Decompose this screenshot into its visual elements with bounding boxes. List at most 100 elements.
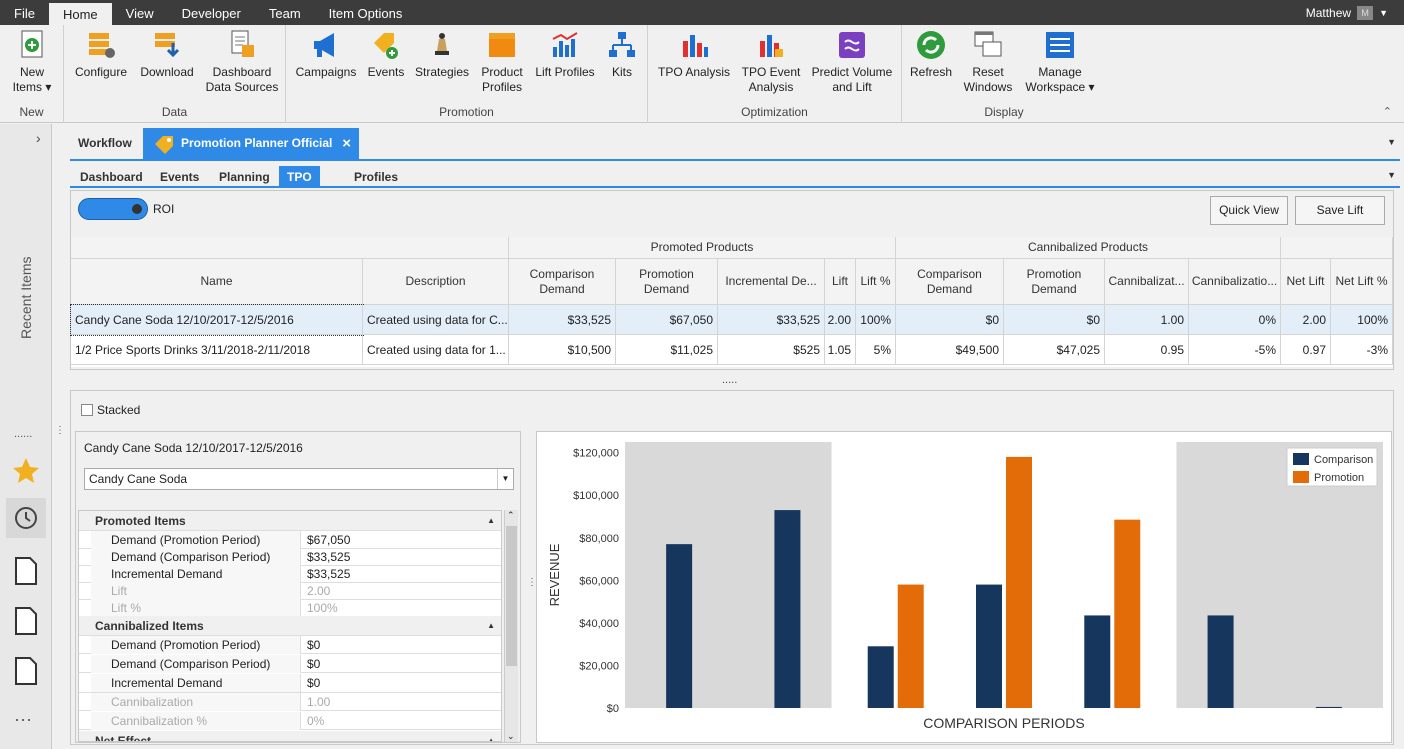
events-button[interactable]: Events	[364, 29, 408, 80]
history-icon[interactable]	[6, 498, 46, 538]
more-icon[interactable]: ···	[14, 709, 32, 729]
table-cell[interactable]: $33,525	[718, 305, 825, 335]
panel-splitter[interactable]: .....	[722, 374, 738, 386]
table-cell[interactable]: 0%	[1189, 305, 1281, 335]
download-button[interactable]: Download	[136, 29, 198, 80]
table-cell[interactable]: 0.97	[1281, 335, 1331, 365]
splitter-handle[interactable]: ⋮	[527, 577, 537, 588]
column-header[interactable]: Cannibalizat...	[1105, 259, 1189, 305]
configure-button[interactable]: Configure	[72, 29, 130, 80]
menu-file[interactable]: File	[14, 6, 35, 21]
property-row[interactable]: Incremental Demand $33,525	[79, 565, 501, 583]
property-value[interactable]: 100%	[307, 601, 338, 615]
table-cell[interactable]: $47,025	[1004, 335, 1105, 365]
document-icon[interactable]	[6, 601, 46, 641]
property-value[interactable]: $0	[307, 638, 321, 652]
expand-icon[interactable]: ›	[36, 130, 41, 146]
column-header[interactable]: Promotion Demand	[1004, 259, 1105, 305]
table-cell[interactable]: $33,525	[509, 305, 616, 335]
subtab-profiles[interactable]: Profiles	[354, 170, 399, 184]
scroll-down-icon[interactable]: ⌄	[507, 731, 515, 741]
manage-workspace-button[interactable]: Manage Workspace ▾	[1022, 29, 1098, 95]
table-cell[interactable]: Created using data for 1...	[363, 335, 509, 365]
quick-view-button[interactable]: Quick View	[1210, 196, 1288, 225]
table-cell[interactable]: Candy Cane Soda 12/10/2017-12/5/2016	[70, 304, 364, 336]
tabs-dropdown-icon[interactable]: ▼	[1387, 137, 1396, 147]
collapse-ribbon-icon[interactable]: ⌃	[1382, 106, 1392, 118]
column-header[interactable]: Promotion Demand	[616, 259, 718, 305]
chevron-down-icon[interactable]: ▼	[497, 469, 513, 489]
tpo-event-analysis-button[interactable]: TPO Event Analysis	[736, 29, 806, 95]
star-icon[interactable]	[6, 451, 46, 491]
predict-volume-button[interactable]: Predict Volume and Lift	[808, 29, 896, 95]
property-value[interactable]: 2.00	[307, 584, 331, 598]
kits-button[interactable]: Kits	[604, 29, 640, 80]
refresh-button[interactable]: Refresh	[908, 29, 954, 80]
reset-windows-button[interactable]: Reset Windows	[960, 29, 1016, 95]
column-header[interactable]: Net Lift	[1281, 259, 1331, 305]
collapse-caret-icon[interactable]: ▲	[487, 516, 495, 525]
splitter-handle[interactable]: ⋮	[55, 425, 65, 436]
menu-item-options[interactable]: Item Options	[328, 6, 403, 21]
property-row[interactable]: Demand (Comparison Period) $33,525	[79, 548, 501, 566]
table-cell[interactable]: 1.05	[825, 335, 856, 365]
column-header[interactable]: Comparison Demand	[896, 259, 1004, 305]
save-lift-button[interactable]: Save Lift	[1295, 196, 1385, 225]
collapse-caret-icon[interactable]: ▲	[487, 736, 495, 742]
collapse-caret-icon[interactable]: ▲	[487, 621, 495, 630]
menu-home[interactable]: Home	[48, 3, 112, 25]
tpo-analysis-button[interactable]: TPO Analysis	[656, 29, 732, 80]
property-value[interactable]: 1.00	[307, 695, 331, 709]
user-area[interactable]: Matthew M ▼	[1306, 0, 1388, 25]
property-row[interactable]: Cannibalization % 0%	[79, 712, 501, 730]
column-header[interactable]: Cannibalizatio...	[1189, 259, 1281, 305]
tab-workflow[interactable]: Workflow	[78, 136, 132, 150]
subtab-tpo[interactable]: TPO	[279, 166, 320, 186]
property-value[interactable]: $67,050	[307, 533, 351, 547]
property-row[interactable]: Lift % 100%	[79, 599, 501, 617]
property-value[interactable]: 0%	[307, 714, 325, 728]
table-cell[interactable]: 2.00	[825, 305, 856, 335]
new-items-button[interactable]: New Items ▾	[8, 29, 56, 95]
column-header[interactable]: Incremental De...	[718, 259, 825, 305]
table-cell[interactable]: 100%	[856, 305, 896, 335]
table-cell[interactable]: 0.95	[1105, 335, 1189, 365]
property-row[interactable]: Demand (Comparison Period) $0	[79, 655, 501, 673]
table-cell[interactable]: Created using data for C...	[363, 305, 509, 335]
close-icon[interactable]: ×	[342, 135, 351, 152]
menu-view[interactable]: View	[125, 6, 154, 21]
table-cell[interactable]: 5%	[856, 335, 896, 365]
menu-team[interactable]: Team	[268, 6, 301, 21]
chevron-down-icon[interactable]: ▼	[1379, 7, 1388, 18]
dashboard-data-sources-button[interactable]: Dashboard Data Sources	[204, 29, 280, 95]
stacked-checkbox[interactable]	[81, 404, 93, 416]
scroll-up-icon[interactable]: ⌃	[507, 510, 515, 520]
property-value[interactable]: $33,525	[307, 550, 351, 564]
lift-profiles-button[interactable]: Lift Profiles	[532, 29, 598, 80]
table-cell[interactable]: $67,050	[616, 305, 718, 335]
menu-developer[interactable]: Developer	[181, 6, 241, 21]
table-cell[interactable]: $49,500	[896, 335, 1004, 365]
document-icon[interactable]	[6, 651, 46, 691]
user-name[interactable]: Matthew	[1305, 5, 1352, 20]
table-cell[interactable]: $10,500	[509, 335, 616, 365]
table-cell[interactable]: -5%	[1189, 335, 1281, 365]
table-cell[interactable]: 2.00	[1281, 305, 1331, 335]
property-row[interactable]: Demand (Promotion Period) $67,050	[79, 531, 501, 549]
property-category[interactable]: Promoted Items ▲	[79, 511, 501, 531]
column-header[interactable]: Lift %	[856, 259, 896, 305]
subtab-events[interactable]: Events	[160, 170, 200, 184]
avatar[interactable]: M	[1357, 5, 1374, 20]
column-header[interactable]: Description	[363, 259, 509, 305]
campaigns-button[interactable]: Campaigns	[294, 29, 358, 80]
table-cell[interactable]: 1/2 Price Sports Drinks 3/11/2018-2/11/2…	[71, 335, 363, 365]
column-header[interactable]: Net Lift %	[1331, 259, 1393, 305]
document-icon[interactable]	[6, 551, 46, 591]
property-row[interactable]: Cannibalization 1.00	[79, 693, 501, 711]
product-profiles-button[interactable]: Product Profiles	[476, 29, 528, 95]
table-cell[interactable]: $525	[718, 335, 825, 365]
property-row[interactable]: Incremental Demand $0	[79, 674, 501, 693]
property-value[interactable]: $0	[307, 657, 321, 671]
table-cell[interactable]: $11,025	[616, 335, 718, 365]
product-select[interactable]: Candy Cane Soda ▼	[84, 468, 514, 490]
